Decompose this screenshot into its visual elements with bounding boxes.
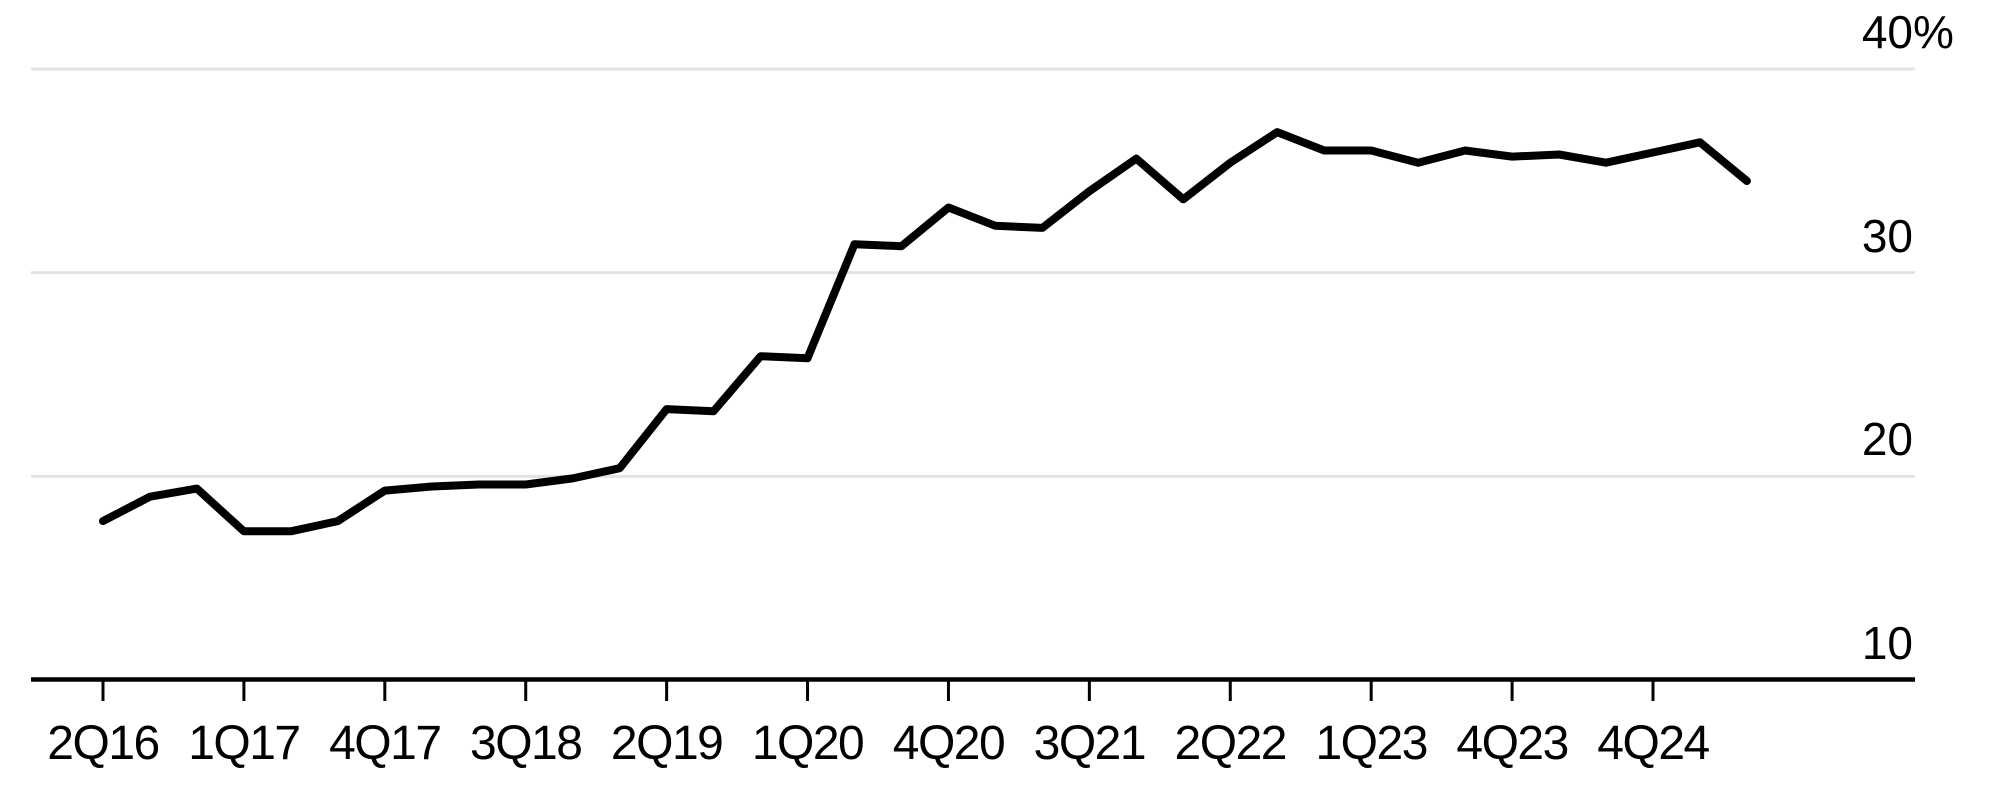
y-label-10: 10	[1862, 620, 1913, 666]
data-line	[99, 128, 1751, 536]
y-label-value: 30	[1861, 209, 1913, 262]
x-label-2Q22: 2Q22	[1174, 717, 1288, 770]
x-label-2Q16: 2Q16	[47, 717, 160, 770]
x-label-4Q20: 4Q20	[892, 717, 1006, 770]
x-label-4Q23: 4Q23	[1456, 717, 1569, 770]
x-label-1Q17: 1Q17	[188, 717, 301, 770]
y-label-percent-suffix: %	[1913, 6, 1954, 58]
x-label-1Q23: 1Q23	[1315, 717, 1428, 770]
x-axis-ticks	[101, 678, 1655, 701]
x-label-1Q20: 1Q20	[751, 717, 865, 770]
y-label-30: 30	[1862, 213, 1913, 259]
y-label-value: 10	[1861, 617, 1913, 669]
y-label-40: 40%	[1861, 6, 1954, 58]
series-share	[99, 128, 1751, 536]
x-label-3Q21: 3Q21	[1033, 717, 1147, 770]
gridlines	[31, 67, 1915, 478]
y-label-20: 20	[1862, 416, 1913, 462]
x-label-2Q19: 2Q19	[610, 717, 724, 770]
x-label-4Q24: 4Q24	[1597, 717, 1710, 770]
y-label-value: 20	[1861, 413, 1913, 466]
x-label-3Q18: 3Q18	[470, 717, 583, 770]
x-label-4Q17: 4Q17	[329, 717, 442, 770]
y-label-value: 40	[1861, 6, 1913, 58]
